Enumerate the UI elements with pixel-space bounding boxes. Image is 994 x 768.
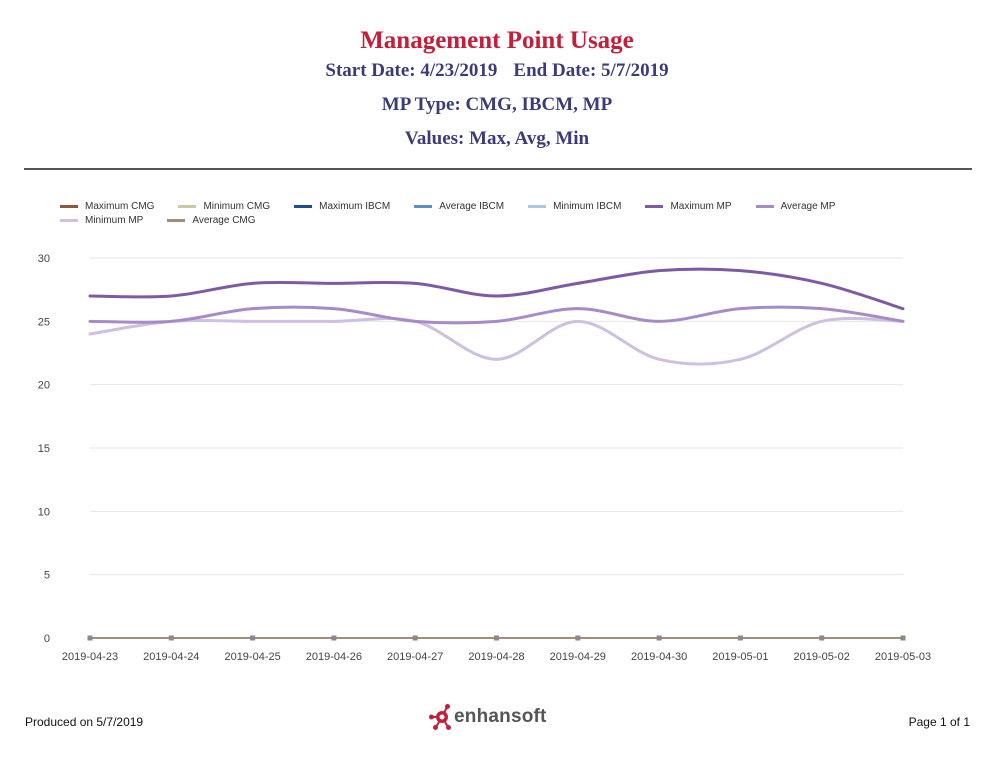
x-tick-label: 2019-04-27: [387, 651, 443, 663]
report-title: Management Point Usage: [360, 27, 634, 54]
x-tick-marker: [900, 635, 906, 641]
x-tick-marker: [168, 635, 174, 641]
legend-swatch: [414, 204, 433, 208]
y-tick-label: 10: [38, 506, 50, 518]
y-tick-label: 0: [44, 633, 50, 645]
y-tick-label: 15: [38, 443, 50, 455]
legend-swatch: [167, 218, 186, 222]
legend-swatch: [294, 204, 313, 208]
end-date: End Date: 5/7/2019: [513, 60, 669, 81]
molecule-e-icon: [429, 704, 451, 730]
date-range: Start Date: 4/23/2019 End Date: 5/7/2019: [0, 60, 994, 82]
legend-label: Average IBCM: [439, 200, 505, 212]
x-tick-label: 2019-05-03: [875, 651, 931, 663]
legend-label: Average MP: [780, 200, 836, 212]
legend-swatch: [645, 204, 664, 208]
x-tick-marker: [250, 635, 256, 641]
page-number: Page 1 of 1: [908, 715, 970, 729]
legend-item[interactable]: Average CMG: [167, 213, 256, 227]
x-tick-label: 2019-05-02: [794, 651, 850, 663]
legend-item[interactable]: Average MP: [755, 199, 836, 213]
x-tick-marker: [575, 635, 581, 641]
x-tick-marker: [412, 635, 418, 641]
x-tick-marker: [87, 635, 93, 641]
brand-name: enhansoft: [454, 706, 547, 727]
y-tick-label: 30: [38, 253, 50, 265]
values-filter: Values: Max, Avg, Min: [404, 128, 590, 149]
mp-type-filter: MP Type: CMG, IBCM, MP: [381, 94, 613, 115]
legend-label: Average CMG: [192, 214, 256, 226]
x-tick-label: 2019-04-29: [550, 651, 606, 663]
x-tick-label: 2019-04-30: [631, 651, 687, 663]
series-line-maximum-mp: [88, 267, 905, 311]
legend-item[interactable]: Maximum CMG: [60, 199, 154, 213]
legend-item[interactable]: Minimum CMG: [178, 199, 270, 213]
brand-logo: enhansoft: [428, 703, 547, 731]
x-tick-marker: [331, 635, 337, 641]
x-tick-label: 2019-05-01: [712, 651, 768, 663]
legend-item[interactable]: Minimum MP: [60, 213, 143, 227]
line-chart: 0 5 10 15 20 25 30 2019-04-23 2019-04-24 2019-04-…: [38, 253, 931, 663]
x-tick-marker: [819, 635, 825, 641]
axis-ticks: 0 5 10 15 20 25 30 2019-04-23 2019-04-24 2019-04-…: [38, 253, 931, 663]
series-lines: [88, 267, 905, 640]
legend-label: Minimum MP: [85, 214, 144, 226]
start-date: Start Date: 4/23/2019: [325, 60, 498, 81]
legend-swatch: [178, 204, 197, 208]
produced-on-date: Produced on 5/7/2019: [25, 715, 144, 729]
legend-swatch: [755, 204, 774, 208]
chart-legend: Maximum CMG Minimum CMG Maximum IBCM Averag…: [60, 199, 920, 227]
x-tick-label: 2019-04-23: [62, 651, 118, 663]
legend-swatch: [60, 204, 78, 208]
x-tick-label: 2019-04-24: [143, 651, 199, 663]
legend-item[interactable]: Minimum IBCM: [528, 199, 621, 213]
x-tick-label: 2019-04-25: [224, 651, 280, 663]
legend-label: Maximum MP: [670, 200, 732, 212]
y-tick-label: 20: [38, 380, 50, 392]
series-line-minimum-mp: [88, 317, 905, 366]
legend-swatch: [528, 204, 547, 208]
x-tick-label: 2019-04-26: [306, 651, 362, 663]
y-tick-label: 25: [38, 316, 50, 328]
legend-label: Maximum IBCM: [319, 200, 391, 212]
legend-item[interactable]: Maximum IBCM: [294, 199, 390, 213]
series-line-average-mp: [88, 305, 905, 325]
legend-item[interactable]: Maximum MP: [645, 199, 732, 213]
header-divider: [24, 168, 972, 170]
legend-label: Maximum CMG: [85, 200, 155, 212]
legend-swatch: [60, 218, 78, 222]
x-tick-label: 2019-04-28: [468, 651, 524, 663]
y-tick-label: 5: [44, 570, 50, 582]
x-tick-marker: [737, 635, 743, 641]
legend-item[interactable]: Average IBCM: [414, 199, 504, 213]
x-tick-marker: [656, 635, 662, 641]
x-tick-marker: [494, 635, 499, 641]
legend-label: Minimum CMG: [203, 200, 271, 212]
legend-label: Minimum IBCM: [553, 200, 622, 212]
